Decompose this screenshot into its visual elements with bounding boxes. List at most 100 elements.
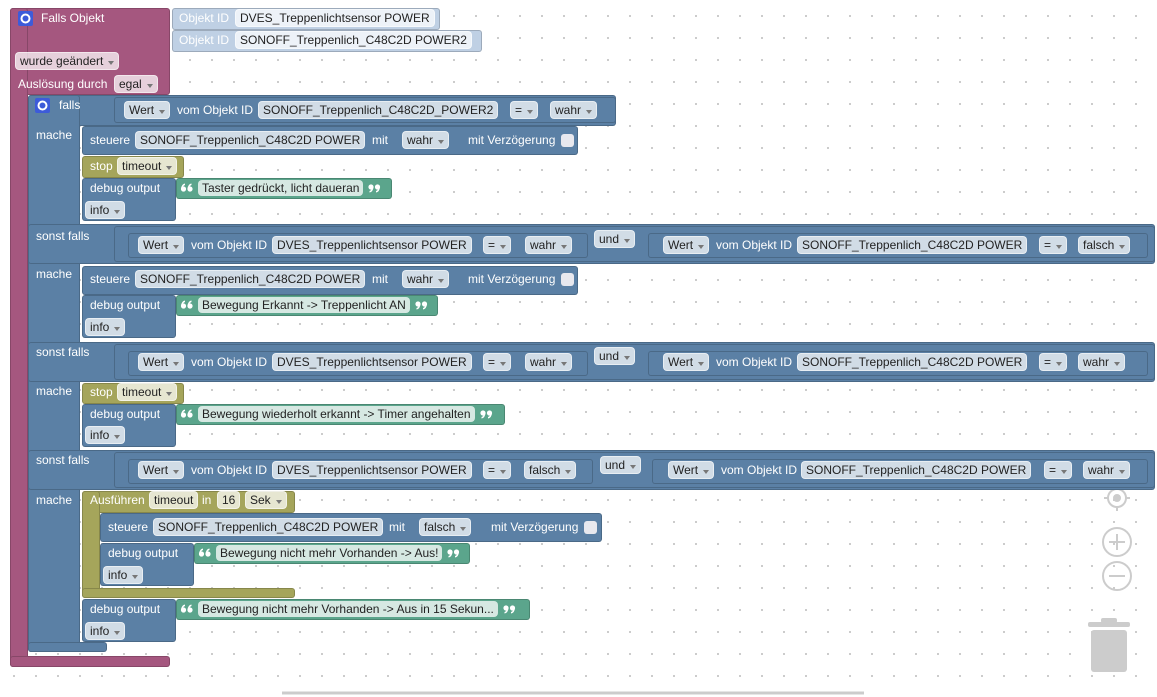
dropdown[interactable]: und [594,230,636,248]
string-field[interactable]: Bewegung Erkannt -> Treppenlicht AN [198,297,410,313]
field-wrap: SONOFF_Treppenlich_C48C2D POWER [797,236,1028,254]
dropdown-arrow [1061,470,1068,474]
zoom-out-button[interactable] [1102,561,1132,591]
field[interactable]: SONOFF_Treppenlich_C48C2D POWER2 [235,31,472,49]
dropdown[interactable]: wahr [402,270,450,288]
dropdown[interactable]: info [85,318,126,336]
dropdown-wrap: wahr [1083,461,1131,479]
dropdown[interactable]: wahr [525,353,573,371]
dropdown[interactable]: und [600,456,642,474]
block-label: vom Objekt ID [177,103,254,117]
trash-can[interactable] [1088,618,1130,672]
dropdown-arrow [1056,362,1063,366]
field[interactable]: SONOFF_Treppenlich_C48C2D POWER [801,461,1032,479]
block-label: mit [372,133,388,147]
dropdown-wrap: Wert [668,461,715,479]
block[interactable] [10,8,28,667]
mutator-icon[interactable] [18,11,33,26]
block-label: Auslösung durch [18,77,108,91]
block-label-wrap: Objekt ID [179,9,229,27]
checkbox[interactable] [561,134,574,147]
field[interactable]: SONOFF_Treppenlich_C48C2D POWER [797,236,1028,254]
block-label: mit Verzögerung [491,520,579,534]
dropdown[interactable]: info [85,201,126,219]
string-field[interactable]: Taster gedrückt, licht daueran [198,180,364,196]
dropdown-wrap: = [1039,353,1068,371]
dropdown[interactable]: Sek [245,491,287,509]
dropdown[interactable]: info [103,566,144,584]
field[interactable]: 16 [217,491,241,509]
dropdown-wrap: Wert [663,236,710,254]
field[interactable]: timeout [149,491,199,509]
field[interactable]: SONOFF_Treppenlich_C48C2D_POWER2 [258,101,499,119]
dropdown[interactable]: wahr [1078,353,1126,371]
dropdown[interactable]: = [1039,236,1068,254]
dropdown[interactable]: falsch [1078,236,1131,254]
dropdown[interactable]: wahr [525,236,573,254]
block-label-wrap: vom Objekt ID [716,353,792,371]
field[interactable]: SONOFF_Treppenlich_C48C2D POWER [135,270,366,288]
block-label: mache [36,128,73,142]
dropdown-arrow [561,245,568,249]
block-label: debug output [90,407,161,421]
dropdown-arrow [173,245,180,249]
dropdown[interactable]: = [510,101,539,119]
field[interactable]: DVES_Treppenlichtsensor POWER [272,353,472,371]
quote-icon [415,301,427,310]
dropdown[interactable]: falsch [419,518,472,536]
dropdown[interactable]: wahr [550,101,598,119]
dropdown[interactable]: info [85,426,126,444]
dropdown-arrow [114,631,121,635]
block-label: stop [90,385,113,399]
dropdown-wrap: info [85,622,126,640]
dropdown[interactable]: = [483,461,512,479]
block-label: in [202,493,212,507]
block-label: debug output [90,181,161,195]
field[interactable]: DVES_Treppenlichtsensor POWER [235,9,435,27]
dropdown[interactable]: wahr [402,131,450,149]
block[interactable] [82,588,295,598]
checkbox[interactable] [584,521,597,534]
block[interactable] [10,656,170,667]
dropdown[interactable]: Wert [138,461,185,479]
field[interactable]: DVES_Treppenlichtsensor POWER [272,461,472,479]
dropdown-arrow [527,110,534,114]
dropdown-wrap: wahr [550,101,598,119]
dropdown[interactable]: = [1039,353,1068,371]
dropdown[interactable]: wurde geändert [15,52,120,70]
dropdown[interactable]: Wert [138,236,185,254]
block-label-wrap: mit Verzögerung [491,518,578,536]
field-wrap: SONOFF_Treppenlich_C48C2D POWER [135,270,366,288]
block[interactable] [28,642,107,652]
block-label-wrap: mit Verzögerung [468,270,555,288]
dropdown[interactable]: Wert [124,101,171,119]
dropdown[interactable]: egal [114,75,158,93]
field[interactable]: SONOFF_Treppenlich_C48C2D POWER [797,353,1028,371]
mutator-icon[interactable] [35,98,50,113]
zoom-in-button[interactable] [1102,527,1132,557]
dropdown-arrow [166,166,173,170]
checkbox[interactable] [561,273,574,286]
string-field[interactable]: Bewegung wiederholt erkannt -> Timer ang… [198,406,475,422]
dropdown-arrow [698,362,705,366]
dropdown[interactable]: timeout [117,157,178,175]
dropdown[interactable]: = [1044,461,1073,479]
dropdown[interactable]: Wert [668,461,715,479]
dropdown[interactable]: und [594,347,636,365]
dropdown[interactable]: Wert [138,353,185,371]
block-label: vom Objekt ID [721,463,798,477]
string-field[interactable]: Bewegung nicht mehr Vorhanden -> Aus! [216,545,443,561]
dropdown[interactable]: info [85,622,126,640]
field[interactable]: SONOFF_Treppenlich_C48C2D POWER [153,518,384,536]
dropdown[interactable]: = [483,353,512,371]
quote-icon [198,548,211,557]
field[interactable]: SONOFF_Treppenlich_C48C2D POWER [135,131,366,149]
field[interactable]: DVES_Treppenlichtsensor POWER [272,236,472,254]
dropdown[interactable]: Wert [663,353,710,371]
dropdown[interactable]: wahr [1083,461,1131,479]
string-field[interactable]: Bewegung nicht mehr Vorhanden -> Aus in … [198,601,498,617]
dropdown[interactable]: timeout [117,383,178,401]
dropdown[interactable]: falsch [524,461,577,479]
dropdown[interactable]: = [483,236,512,254]
dropdown[interactable]: Wert [663,236,710,254]
